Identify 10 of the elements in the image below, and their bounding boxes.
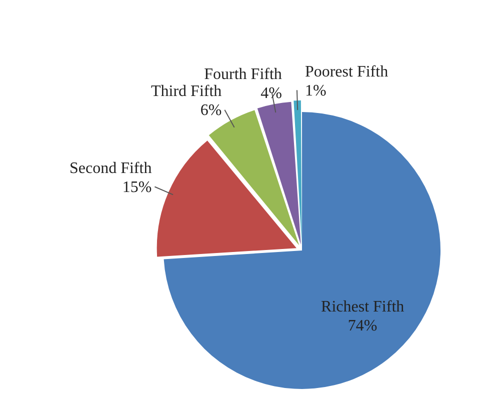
slice-label: Poorest Fifth	[304, 63, 388, 80]
slice-label: Fourth Fifth	[204, 66, 282, 84]
data-label: 4%	[260, 85, 282, 102]
slice-label: Second Fifth	[69, 160, 152, 177]
data-label: 6%	[200, 102, 222, 120]
data-label: 15%	[122, 178, 152, 196]
data-label: 1%	[304, 82, 326, 100]
slice-label: Third Fifth	[151, 83, 222, 100]
data-label: 74%	[348, 318, 378, 335]
slice-label: Richest Fifth	[321, 298, 404, 316]
